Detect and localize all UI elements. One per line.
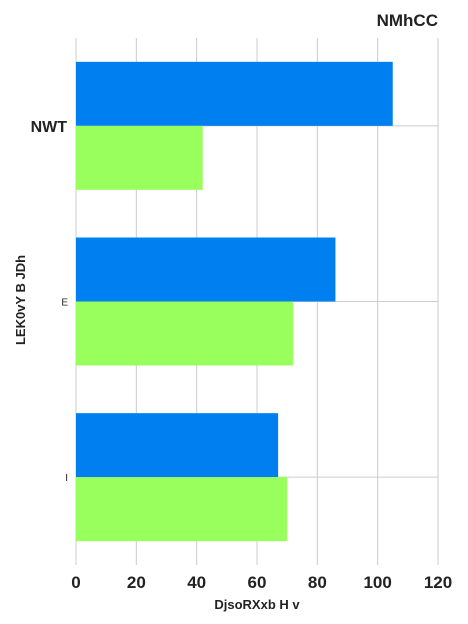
bar-nwt-series-1 xyxy=(76,61,393,126)
x-tick-label: 100 xyxy=(363,573,391,592)
bar-i-series-1 xyxy=(76,413,279,478)
bar-nwt-series-2 xyxy=(76,125,203,190)
x-tick-label: 80 xyxy=(308,573,327,592)
x-tick-label: 0 xyxy=(71,573,80,592)
bar-i-series-2 xyxy=(76,477,288,542)
y-tick-label: E xyxy=(61,298,68,309)
y-axis-label: LEK0vY B JDh xyxy=(13,255,28,345)
x-tick-label: 120 xyxy=(424,573,452,592)
y-tick-label: NWT xyxy=(31,119,68,136)
x-tick-labels: 0 20 40 60 80 100 120 xyxy=(71,573,452,592)
bar-e-series-1 xyxy=(76,237,336,302)
bars-group xyxy=(76,61,393,542)
bar-e-series-2 xyxy=(76,301,294,366)
y-tick-label: I xyxy=(65,473,68,484)
x-axis-label: DjsoRXxb H v xyxy=(214,597,300,612)
y-tick-labels: NWT E I xyxy=(31,119,69,484)
chart-title: NMhCC xyxy=(377,11,438,30)
x-tick-label: 60 xyxy=(248,573,267,592)
x-tick-label: 20 xyxy=(127,573,146,592)
x-tick-label: 40 xyxy=(187,573,206,592)
